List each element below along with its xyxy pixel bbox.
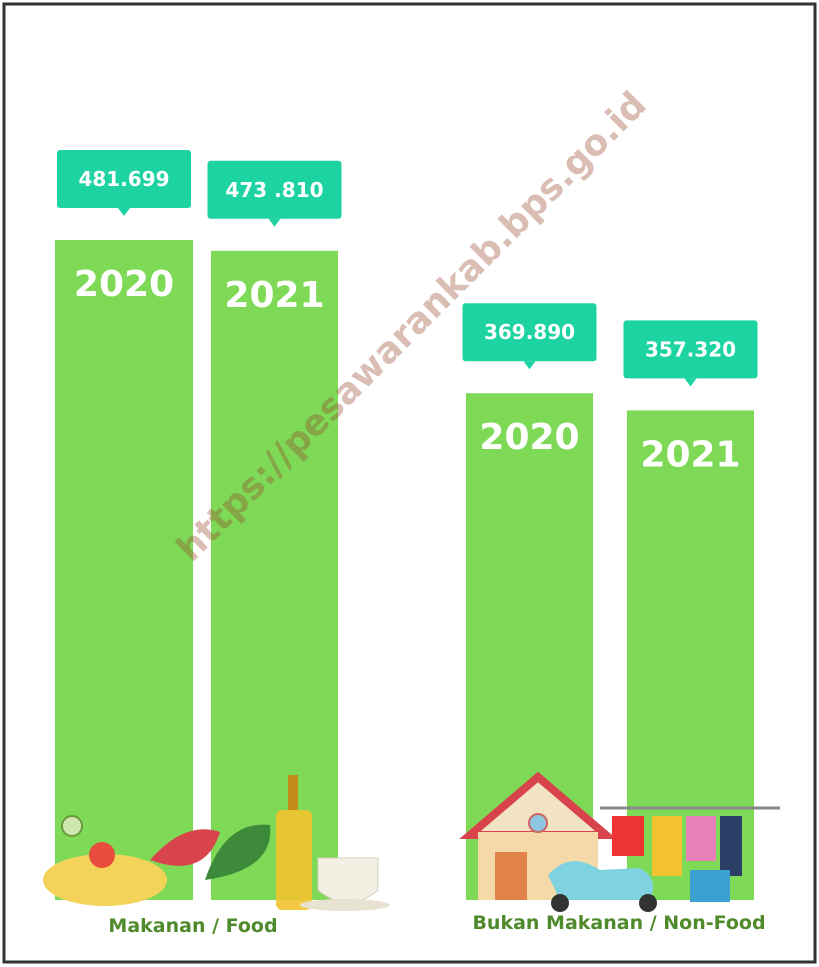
bar-category-label: 2021 — [224, 275, 324, 316]
group-label: Bukan Makanan / Non-Food — [472, 912, 765, 934]
bar — [211, 251, 338, 900]
bar — [55, 240, 193, 900]
value-label: 481.699 — [78, 167, 169, 191]
value-label: 357.320 — [645, 337, 736, 361]
value-label: 473 .810 — [225, 178, 323, 202]
bar-category-label: 2021 — [640, 434, 740, 475]
bar-category-label: 2020 — [74, 264, 174, 305]
group-label: Makanan / Food — [108, 915, 277, 937]
bar-category-label: 2020 — [479, 417, 579, 458]
chart: 2020 481.699 2021 473 .810 2020 369.890 2021 35… — [0, 0, 819, 967]
value-label: 369.890 — [484, 320, 575, 344]
